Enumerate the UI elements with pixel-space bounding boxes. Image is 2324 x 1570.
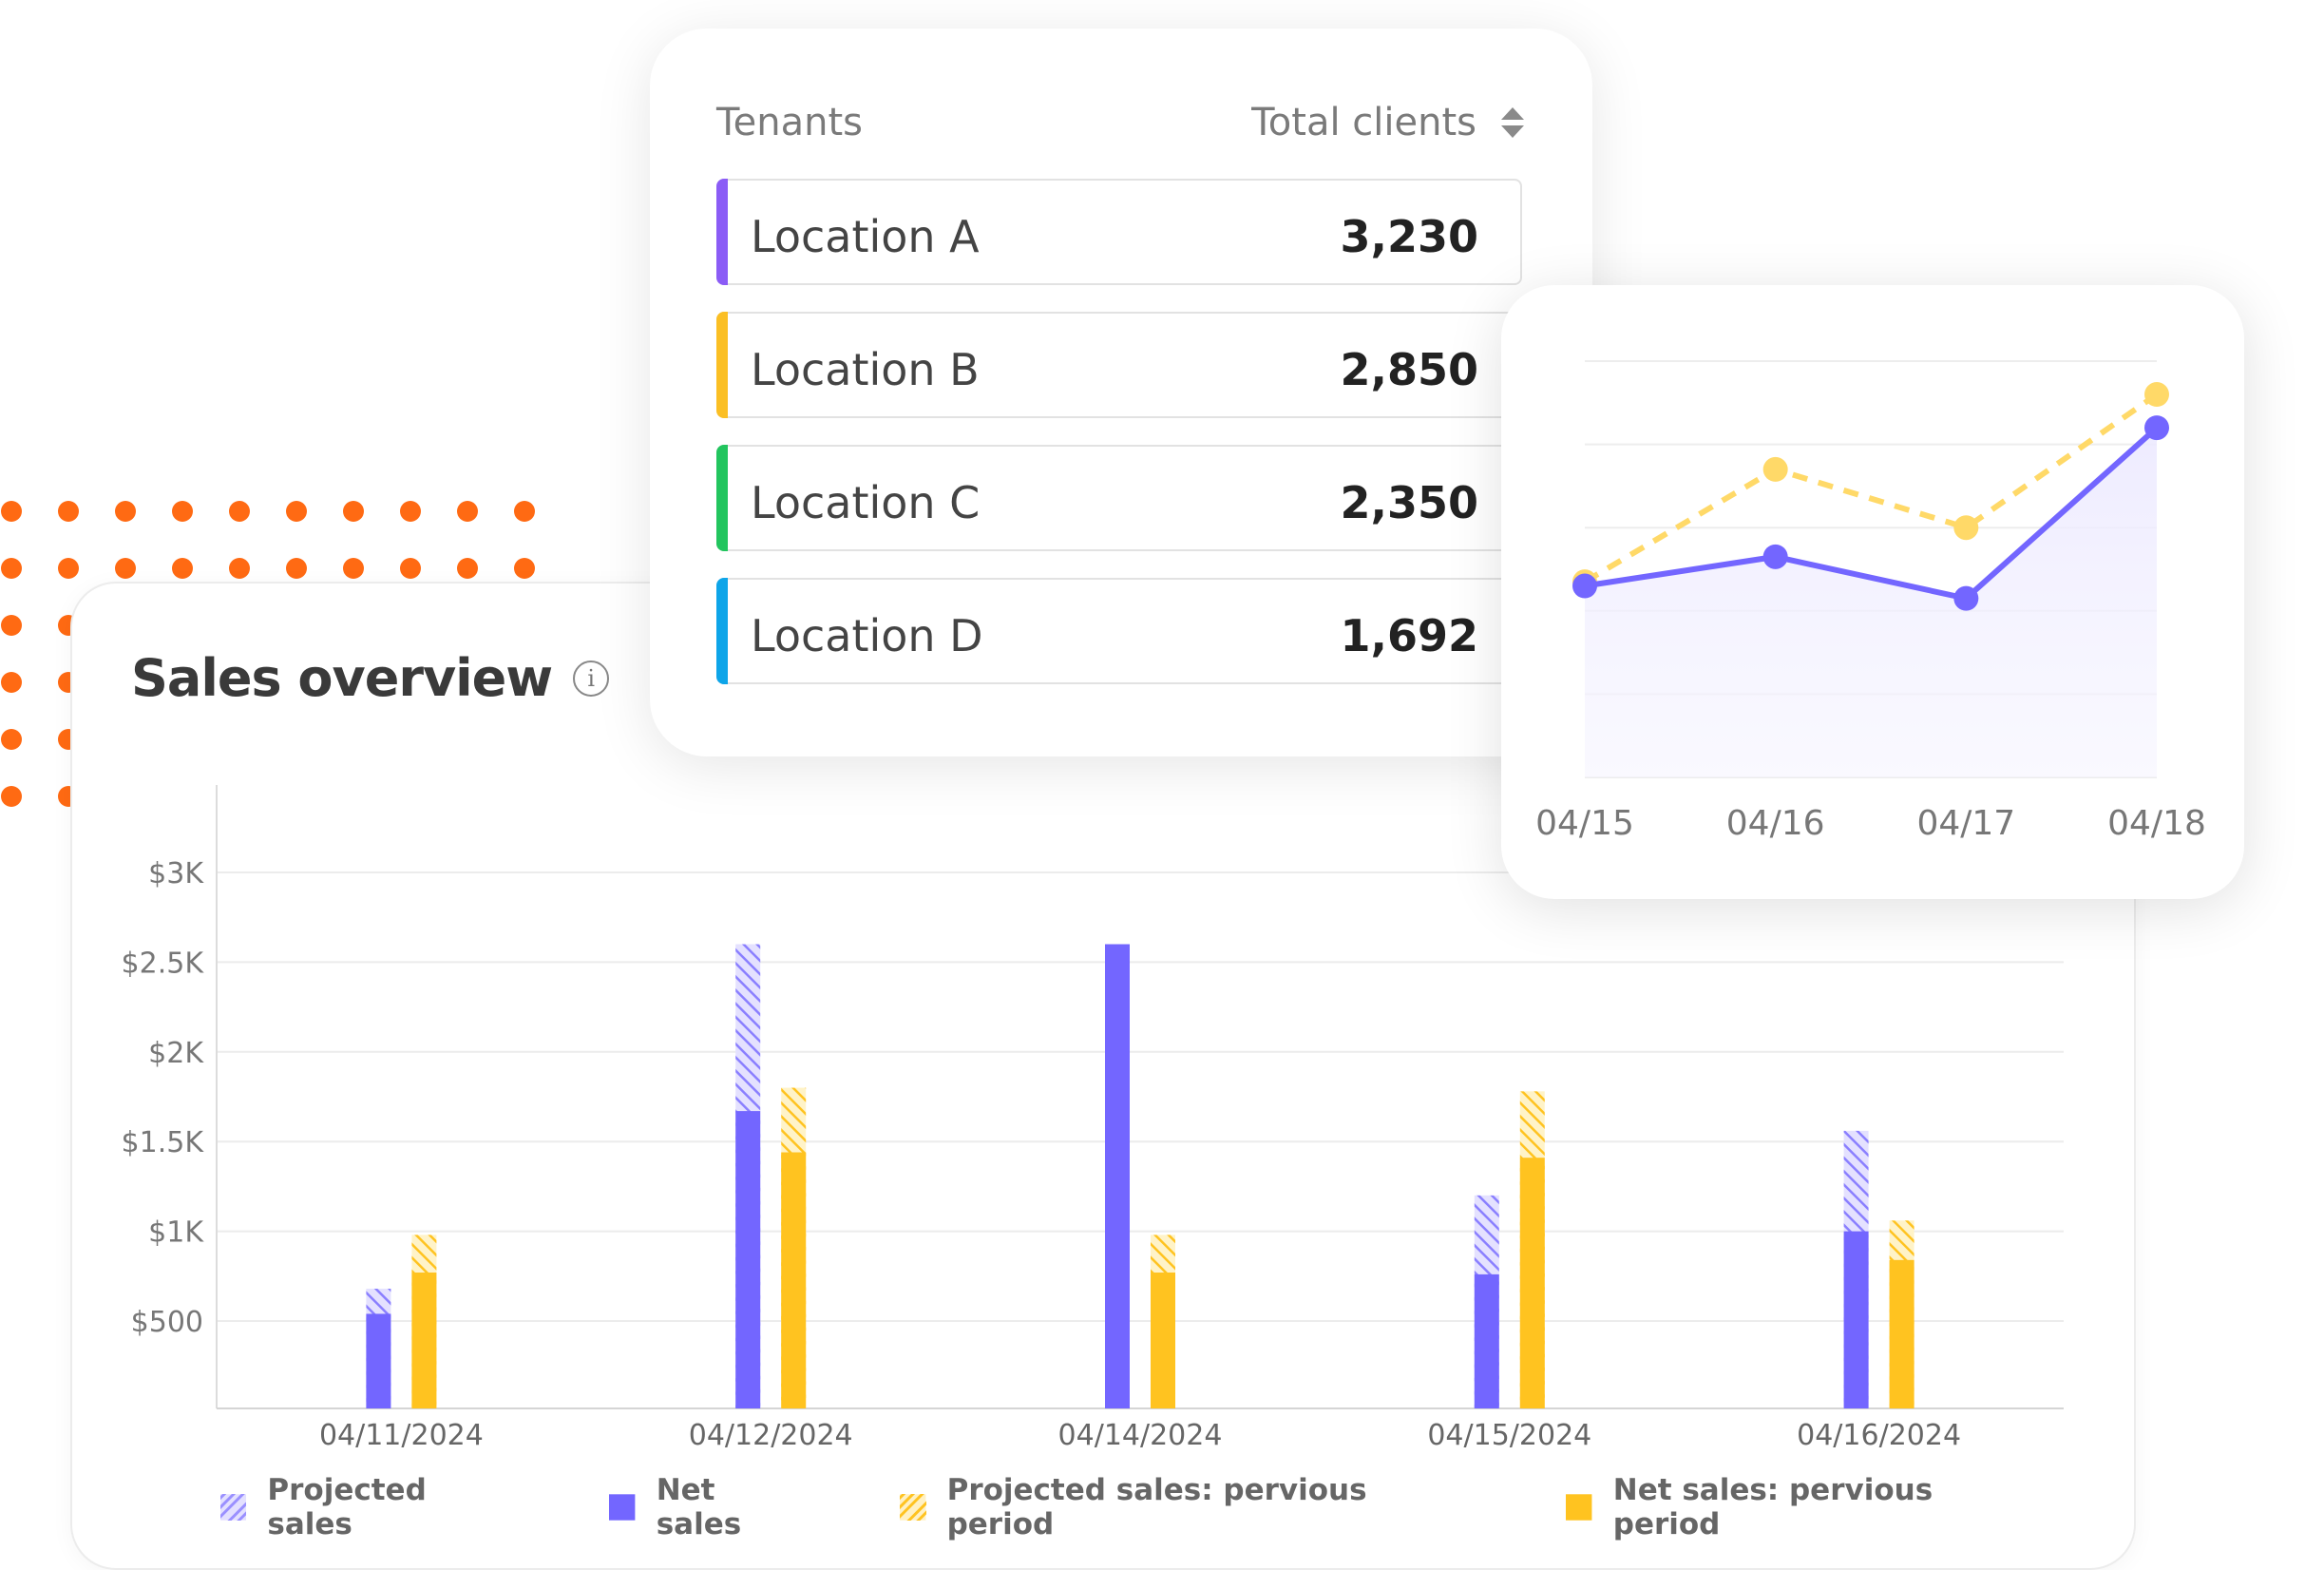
- bar-net-previous: [781, 1152, 807, 1408]
- legend-label: Net sales: pervious period: [1612, 1473, 1933, 1541]
- dot: [172, 501, 193, 522]
- net-previous-swatch-icon: [1566, 1494, 1592, 1521]
- dot: [286, 501, 307, 522]
- previous-point: [2144, 382, 2169, 408]
- dot: [343, 501, 364, 522]
- dot: [115, 501, 136, 522]
- dot: [58, 501, 79, 522]
- tenant-total-clients: 2,850: [1340, 344, 1478, 395]
- sales-header: Sales overview i: [131, 648, 610, 708]
- tenant-name: Location B: [751, 344, 980, 395]
- current-area: [1585, 428, 2157, 777]
- current-series-line: [1584, 425, 2160, 602]
- sales-bar-chart: $500 $1K $1.5K $2K $2.5K $3K 04/11/2024 04/12/2…: [122, 785, 2064, 1452]
- x-tick-label: 04/12/2024: [689, 1419, 853, 1452]
- info-icon[interactable]: i: [573, 660, 610, 697]
- legend-item-net-sales[interactable]: Net sales: [609, 1473, 807, 1541]
- dot: [1, 729, 22, 750]
- x-tick-label: 04/16: [1726, 804, 1825, 843]
- bar-net-previous: [1889, 1259, 1914, 1408]
- y-tick-label: $2.5K: [122, 947, 205, 980]
- tenant-total-clients: 3,230: [1340, 211, 1478, 262]
- bar-net-sales: [1105, 944, 1130, 1408]
- projected-sales-swatch-icon: [220, 1494, 247, 1521]
- y-tick-label: $500: [131, 1306, 203, 1339]
- y-tick-label: $1.5K: [122, 1126, 205, 1159]
- dot: [115, 558, 136, 579]
- dot: [229, 558, 250, 579]
- location-c-color-marker: [716, 445, 728, 551]
- dot: [514, 558, 535, 579]
- dot: [457, 558, 478, 579]
- dot: [1, 501, 22, 522]
- x-tick-label: 04/15/2024: [1427, 1419, 1591, 1452]
- tenants-card: Tenants Total clients Location A 3,230 L…: [650, 29, 1592, 756]
- dot: [457, 501, 478, 522]
- sort-icon[interactable]: [1501, 107, 1524, 138]
- x-tick-label: 04/16/2024: [1797, 1419, 1961, 1452]
- trend-line-card: 04/15 04/16 04/17 04/18: [1501, 285, 2244, 899]
- dot: [400, 501, 421, 522]
- x-tick-label: 04/11/2024: [319, 1419, 484, 1452]
- tenants-column-header: Tenants: [716, 101, 863, 144]
- tenant-name: Location C: [751, 477, 981, 528]
- dot: [1, 558, 22, 579]
- tenant-total-clients: 1,692: [1340, 610, 1478, 661]
- dot: [400, 558, 421, 579]
- tenant-total-clients: 2,350: [1340, 477, 1478, 528]
- dot: [172, 558, 193, 579]
- legend-label: Net sales: [656, 1473, 742, 1541]
- legend-item-projected-previous[interactable]: Projected sales: pervious period: [900, 1473, 1473, 1541]
- dot: [58, 558, 79, 579]
- trend-line-chart: 04/15 04/16 04/17 04/18: [1535, 360, 2206, 843]
- tenant-row-location-d[interactable]: Location D 1,692: [716, 578, 1522, 684]
- location-b-color-marker: [716, 312, 728, 418]
- current-point: [1953, 585, 1979, 611]
- bar-net-previous: [1151, 1273, 1175, 1408]
- y-tick-label: $3K: [148, 857, 204, 890]
- projected-previous-swatch-icon: [900, 1494, 926, 1521]
- sales-title: Sales overview: [131, 648, 553, 708]
- dot: [286, 558, 307, 579]
- net-sales-swatch-icon: [609, 1494, 636, 1521]
- current-point: [1572, 573, 1597, 599]
- legend-label: Projected sales: pervious period: [946, 1473, 1367, 1541]
- bar-net-previous: [1519, 1158, 1545, 1408]
- bar-net-sales: [1843, 1231, 1869, 1408]
- dot: [1, 786, 22, 807]
- legend-label: Projected sales: [267, 1473, 427, 1541]
- x-tick-label: 04/17: [1916, 804, 2015, 843]
- tenant-name: Location D: [751, 610, 983, 661]
- dot: [514, 501, 535, 522]
- total-clients-label: Total clients: [1251, 101, 1476, 144]
- previous-series-line: [1583, 392, 2159, 584]
- x-tick-label: 04/18: [2107, 804, 2206, 843]
- dot: [1, 615, 22, 636]
- tenant-row-location-b[interactable]: Location B 2,850: [716, 312, 1522, 418]
- current-point: [1762, 544, 1788, 569]
- tenant-name: Location A: [751, 211, 980, 262]
- bar-net-previous: [411, 1273, 437, 1408]
- legend-item-net-previous[interactable]: Net sales: pervious period: [1566, 1473, 2041, 1541]
- tenant-row-location-c[interactable]: Location C 2,350: [716, 445, 1522, 551]
- total-clients-column-header[interactable]: Total clients: [1251, 101, 1524, 144]
- dot: [1, 672, 22, 693]
- x-tick-label: 04/15: [1535, 804, 1634, 843]
- bar-net-sales: [366, 1313, 391, 1408]
- y-tick-label: $1K: [148, 1216, 204, 1250]
- chart-legend: Projected sales Net sales Projected sale…: [220, 1473, 2134, 1541]
- x-tick-label: 04/14/2024: [1058, 1419, 1223, 1452]
- dot: [343, 558, 364, 579]
- previous-point: [1762, 456, 1788, 482]
- tenant-row-location-a[interactable]: Location A 3,230: [716, 179, 1522, 285]
- bar-net-sales: [735, 1111, 761, 1408]
- location-a-color-marker: [716, 179, 728, 285]
- current-point: [2144, 415, 2169, 441]
- y-tick-label: $2K: [148, 1037, 204, 1070]
- previous-point: [1953, 515, 1979, 541]
- legend-item-projected-sales[interactable]: Projected sales: [220, 1473, 516, 1541]
- bar-net-sales: [1474, 1273, 1499, 1408]
- dot: [229, 501, 250, 522]
- location-d-color-marker: [716, 578, 728, 684]
